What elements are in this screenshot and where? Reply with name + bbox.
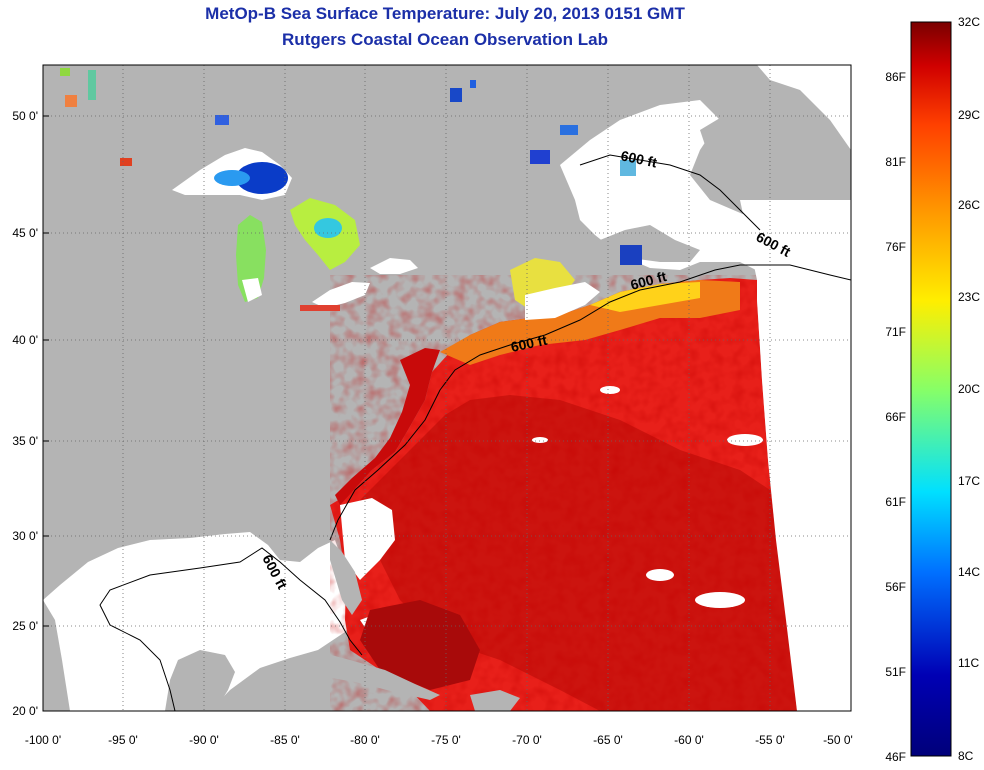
cuba-land [292, 652, 440, 700]
graticule [43, 65, 851, 711]
colorbar-f-label: 86F [885, 70, 906, 84]
map-frame [42, 64, 852, 712]
lake-ontario [370, 258, 418, 274]
lat-tick-label: 45 0' [12, 226, 38, 240]
lon-tick-label: -90 0' [189, 733, 219, 747]
colorbar-c-label: 29C [958, 108, 980, 122]
bahamas-hot-water [360, 600, 480, 690]
longitude-axis: -100 0' -95 0' -90 0' -85 0' -80 0' -75 … [25, 733, 853, 747]
lon-tick-label: -80 0' [350, 733, 380, 747]
shelf-cool-water [590, 282, 700, 312]
lake-superior-cold-core [236, 162, 288, 194]
latitude-axis: 50 0' 45 0' 40 0' 35 0' 30 0' 25 0' 20 0… [12, 109, 49, 718]
lon-tick-label: -100 0' [25, 733, 61, 747]
colorbar-f-label: 56F [885, 580, 906, 594]
labrador-sea-blank [757, 65, 851, 150]
lon-tick-label: -70 0' [512, 733, 542, 747]
lon-tick-label: -60 0' [674, 733, 704, 747]
colorbar-f-label: 51F [885, 665, 906, 679]
newfoundland-land [700, 110, 830, 205]
colorbar: 32C 29C 26C 23C 20C 17C 14C 11C 8C 86F 8… [885, 15, 980, 764]
map-title: MetOp-B Sea Surface Temperature: July 20… [205, 4, 685, 23]
lon-tick-label: -75 0' [431, 733, 461, 747]
hispaniola-land [470, 690, 520, 711]
colorbar-f-label: 71F [885, 325, 906, 339]
gulf-of-mexico-region [43, 532, 356, 711]
canadian-lakes [60, 68, 642, 311]
colorbar-c-label: 11C [958, 656, 979, 670]
colorbar-c-label: 32C [958, 15, 980, 29]
lat-tick-label: 50 0' [12, 109, 38, 123]
lat-tick-label: 25 0' [12, 619, 38, 633]
colorbar-f-label: 76F [885, 240, 906, 254]
lake-michigan-blank [242, 278, 262, 302]
map-subtitle: Rutgers Coastal Ocean Observation Lab [282, 30, 608, 49]
yucatan-land [165, 650, 235, 711]
lat-tick-label: 40 0' [12, 333, 38, 347]
colorbar-gradient [910, 21, 952, 757]
lon-tick-label: -55 0' [755, 733, 785, 747]
colorbar-c-label: 14C [958, 565, 980, 579]
colorbar-f-label: 81F [885, 155, 906, 169]
contour-label: 600 ft [619, 147, 658, 170]
lon-tick-label: -50 0' [823, 733, 853, 747]
gulf-of-maine-blank [525, 282, 600, 320]
atlantic-northeast-blank [740, 200, 851, 711]
colorbar-c-label: 17C [958, 474, 980, 488]
colorbar-c-label: 23C [958, 290, 980, 304]
colorbar-c-label: 20C [958, 382, 980, 396]
lon-tick-label: -85 0' [270, 733, 300, 747]
colorbar-c-label: 8C [958, 749, 974, 763]
lon-tick-label: -65 0' [593, 733, 623, 747]
lat-tick-label: 20 0' [12, 704, 38, 718]
lat-tick-label: 30 0' [12, 529, 38, 543]
contour-label: 600 ft [509, 332, 548, 355]
coastal-warm-band [335, 348, 440, 505]
florida-land [330, 540, 362, 615]
lon-tick-label: -95 0' [108, 733, 138, 747]
colorbar-f-label: 61F [885, 495, 906, 509]
lake-superior-mid [214, 170, 250, 186]
lake-huron-cool [314, 218, 342, 238]
mexico-coast-land [43, 600, 70, 711]
lat-tick-label: 35 0' [12, 434, 38, 448]
colorbar-f-label: 46F [885, 750, 906, 764]
lake-erie [312, 282, 370, 308]
colorbar-f-label: 66F [885, 410, 906, 424]
colorbar-c-label: 26C [958, 198, 980, 212]
